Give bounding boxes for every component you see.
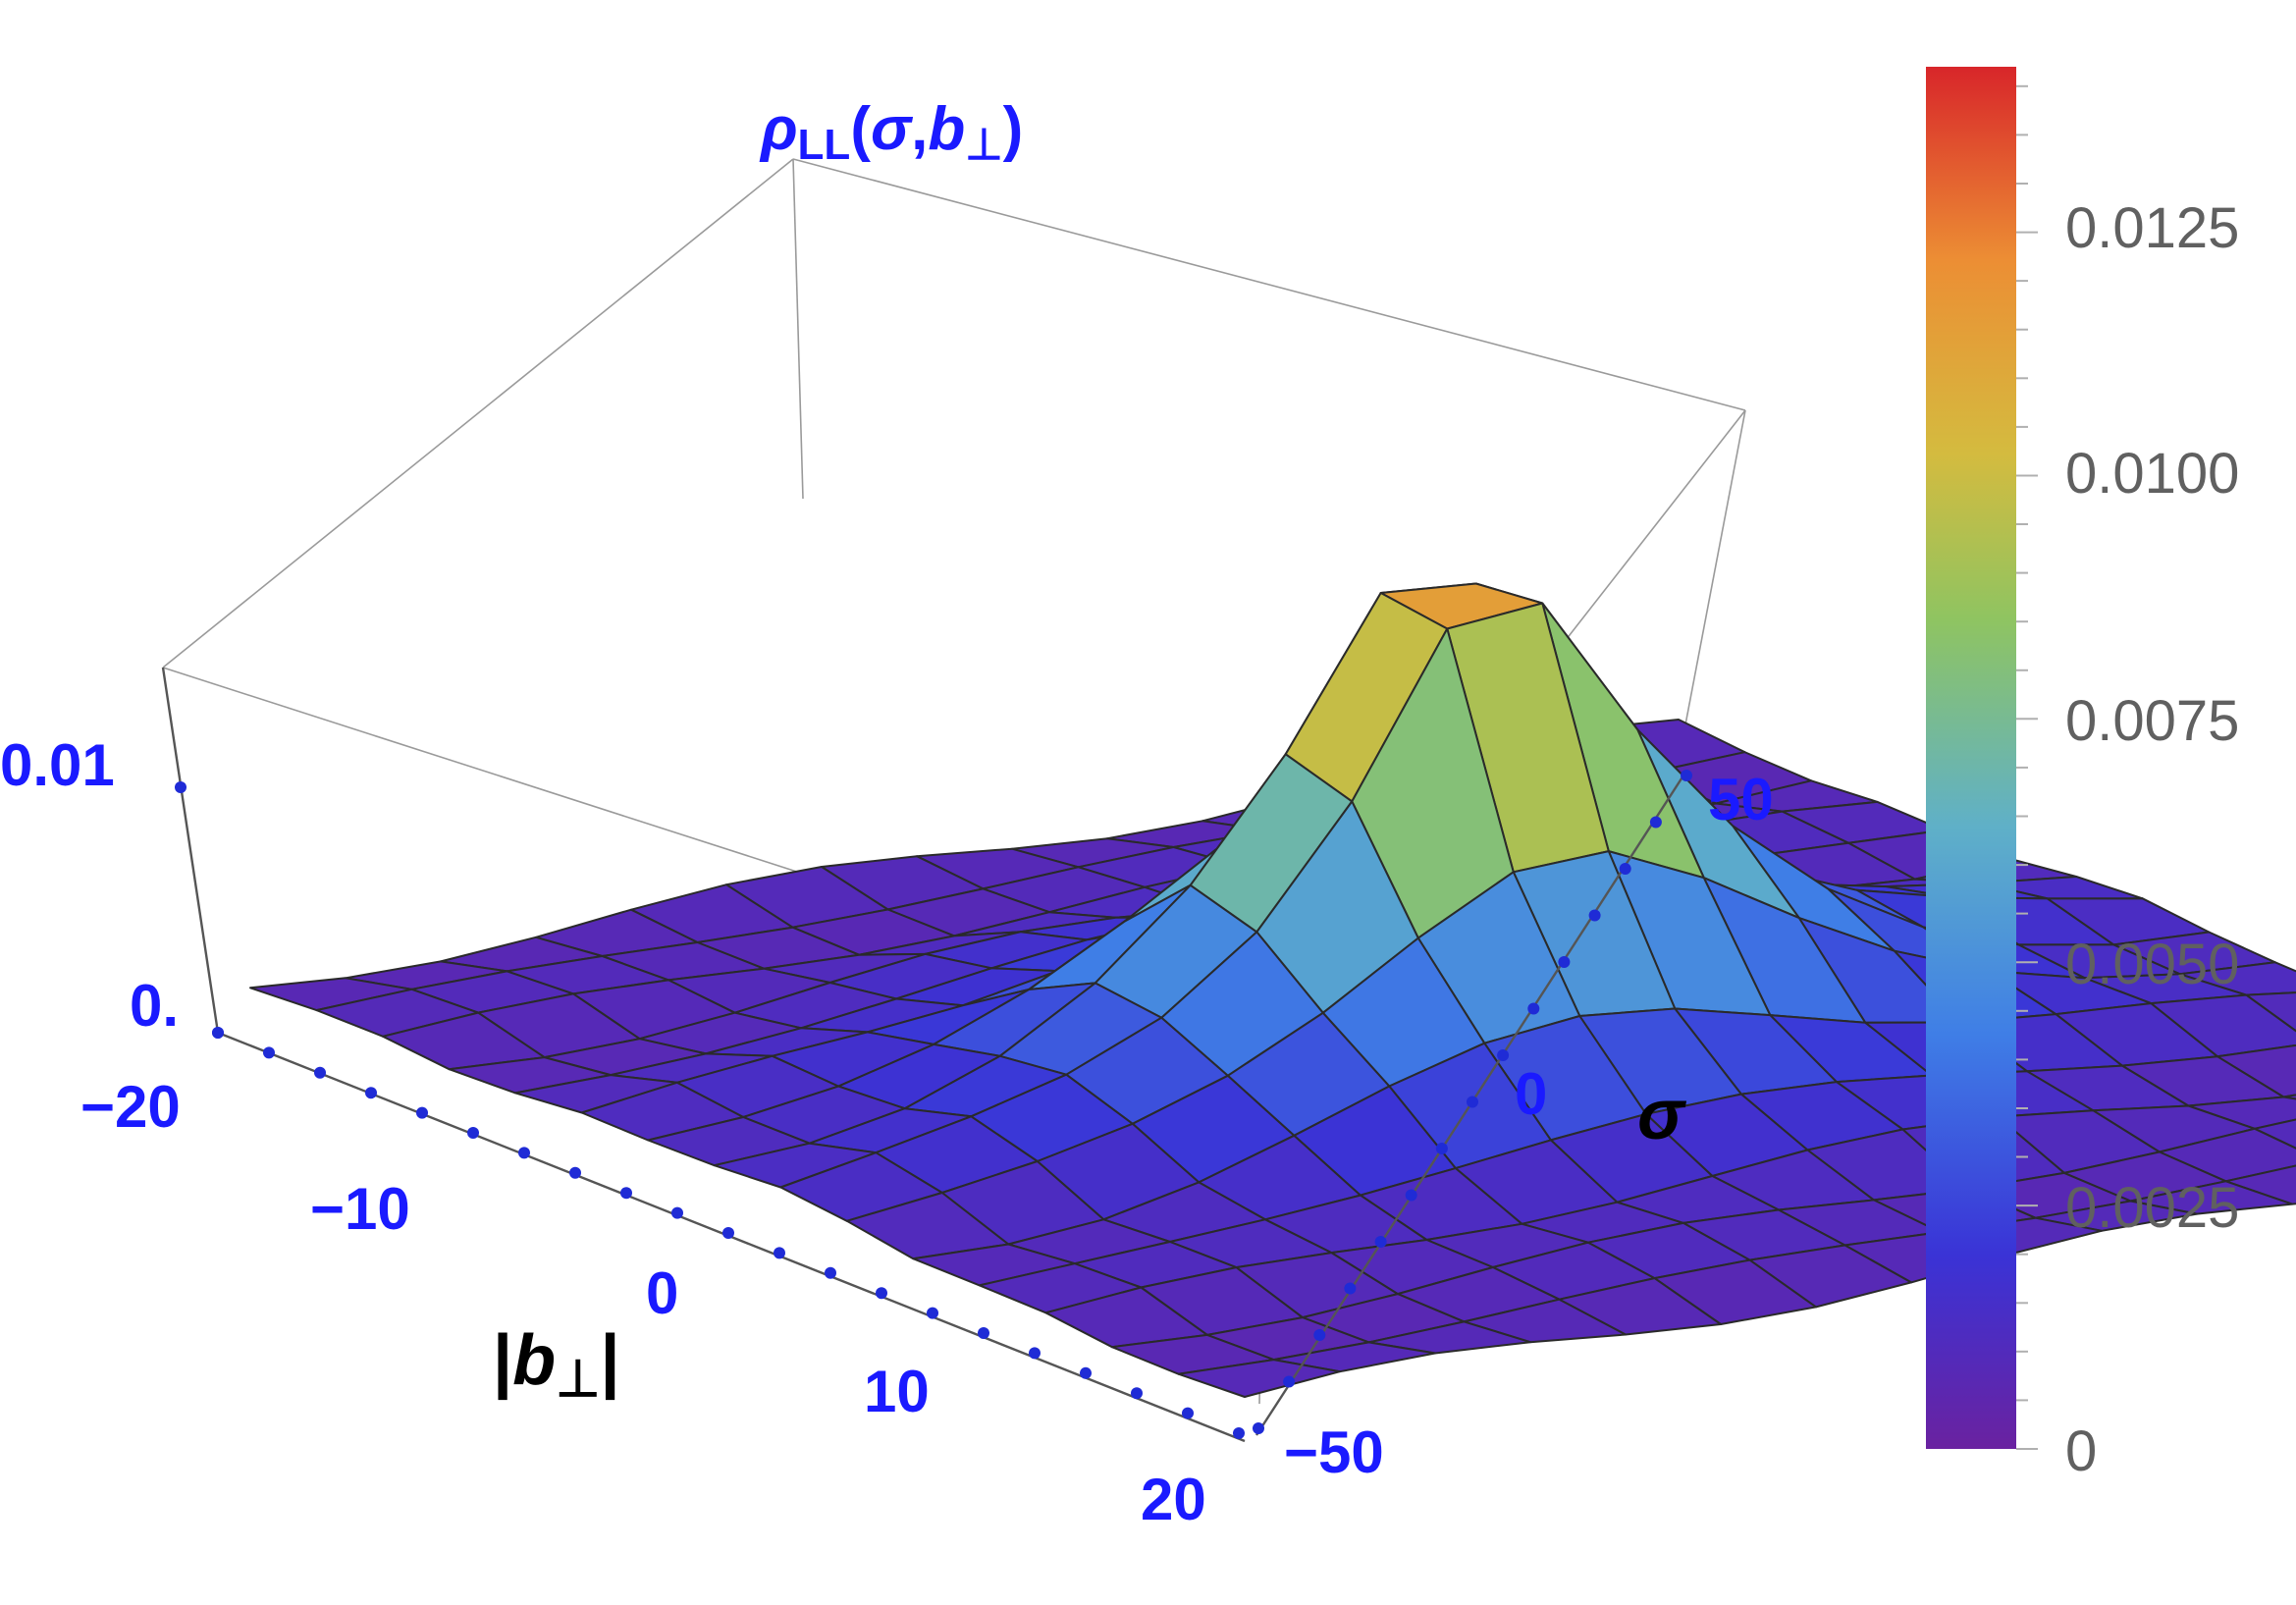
y-tick-label: 50 xyxy=(1708,767,1774,832)
tick-dot xyxy=(1253,1422,1264,1434)
tick-dot xyxy=(212,1027,224,1039)
surface-mesh xyxy=(249,582,2296,1398)
colorbar-tick-label: 0.0125 xyxy=(2065,196,2239,260)
tick-dot xyxy=(1558,956,1571,968)
tick-dot xyxy=(1233,1427,1245,1439)
tick-dot xyxy=(1435,1143,1448,1154)
y-tick-labels: −50 0 50 xyxy=(1284,767,1774,1485)
x-tick-label: −10 xyxy=(310,1176,410,1242)
tick-dot xyxy=(876,1287,887,1300)
tick-dot xyxy=(1080,1366,1092,1379)
tick-dot xyxy=(620,1187,632,1200)
x-tick-label: −20 xyxy=(80,1074,181,1140)
tick-dot xyxy=(1405,1189,1417,1202)
tick-dot xyxy=(1131,1387,1143,1400)
colorbar-ticks xyxy=(2016,84,2038,1450)
tick-dot xyxy=(774,1247,785,1259)
x-tick-labels: −20 −10 0 10 20 xyxy=(80,1074,1206,1532)
tick-dot xyxy=(175,781,187,793)
tick-dot xyxy=(1649,816,1662,829)
tick-dot xyxy=(978,1327,989,1339)
colorbar-tick-label: 0.0050 xyxy=(2065,933,2239,996)
x-axis-label: |b⊥| xyxy=(493,1321,620,1408)
tick-dot xyxy=(416,1106,428,1119)
colorbar-tick-label: 0 xyxy=(2065,1419,2097,1483)
tick-dot xyxy=(365,1087,377,1099)
tick-dot xyxy=(671,1206,683,1219)
tick-dot xyxy=(825,1266,836,1279)
z-tick-labels: 0. 0.01 xyxy=(0,732,179,1039)
chart-title: ρLL(σ,b⊥) xyxy=(759,95,1023,169)
y-tick-label: −50 xyxy=(1284,1419,1384,1485)
surface-cell xyxy=(2253,1118,2296,1150)
tick-dot xyxy=(1374,1236,1387,1248)
tick-dot xyxy=(927,1307,938,1319)
tick-dots xyxy=(175,770,1692,1439)
y-tick-label: 0 xyxy=(1515,1061,1547,1127)
colorbar-tick-label: 0.0025 xyxy=(2065,1176,2239,1240)
z-tick-label: 0. xyxy=(130,973,179,1039)
colorbar-tick-label: 0.0100 xyxy=(2065,442,2239,506)
tick-dot xyxy=(1029,1347,1041,1360)
x-tick-label: 0 xyxy=(646,1260,678,1326)
tick-dot xyxy=(467,1127,479,1139)
y-axis-label: σ xyxy=(1637,1076,1687,1154)
tick-dot xyxy=(1588,909,1601,922)
colorbar-gradient xyxy=(1926,67,2016,1449)
z-tick-label: 0.01 xyxy=(0,732,115,798)
tick-dot xyxy=(1497,1049,1510,1061)
tick-dot xyxy=(1283,1375,1296,1388)
tick-dot xyxy=(569,1166,581,1179)
tick-dot xyxy=(1313,1329,1326,1341)
colorbar-tick-label: 0.0075 xyxy=(2065,689,2239,753)
tick-dot xyxy=(1344,1282,1357,1295)
tick-dot xyxy=(263,1046,275,1059)
tick-dot xyxy=(1467,1096,1478,1108)
tick-dot xyxy=(1681,770,1692,781)
tick-dot xyxy=(1527,1002,1540,1015)
x-tick-label: 10 xyxy=(864,1359,930,1424)
x-tick-label: 20 xyxy=(1141,1467,1206,1532)
tick-dot xyxy=(722,1227,734,1239)
tick-dot xyxy=(1619,863,1631,875)
tick-dot xyxy=(518,1147,530,1159)
tick-dot xyxy=(1182,1407,1194,1419)
colorbar: 0 0.0025 0.0050 0.0075 0.0100 0.0125 xyxy=(1926,67,2239,1483)
tick-dot xyxy=(314,1066,326,1079)
